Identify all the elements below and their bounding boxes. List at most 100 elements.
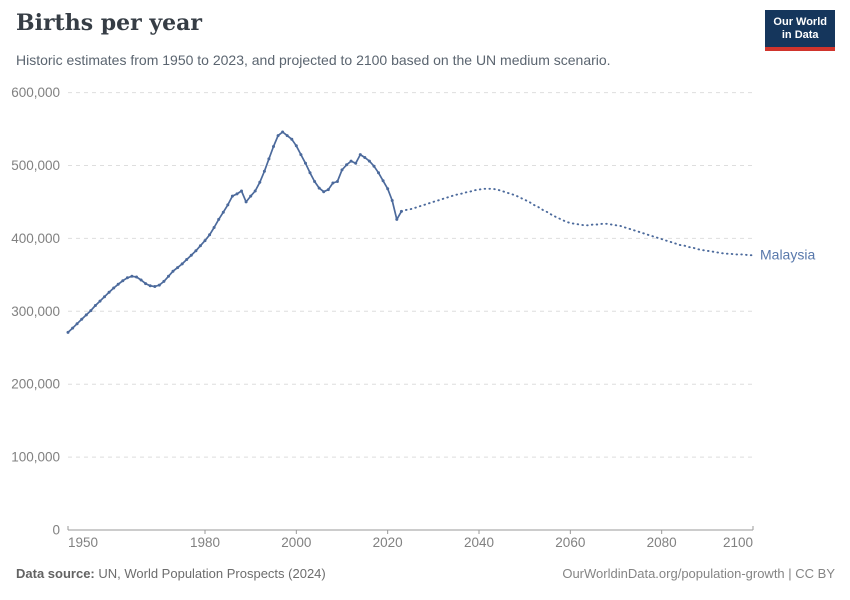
- data-point-marker: [107, 290, 111, 294]
- data-point-marker: [377, 171, 380, 175]
- data-point-marker: [103, 295, 106, 299]
- data-point-marker: [267, 157, 271, 161]
- data-point-marker: [326, 188, 330, 192]
- data-point-marker: [167, 274, 170, 278]
- data-point-marker: [80, 317, 84, 321]
- data-point-marker: [285, 134, 289, 138]
- chart-subtitle: Historic estimates from 1950 to 2023, an…: [16, 52, 611, 68]
- data-point-marker: [226, 203, 230, 207]
- data-point-marker: [98, 299, 102, 303]
- data-point-marker: [144, 282, 148, 286]
- owid-logo[interactable]: Our World in Data: [765, 10, 835, 52]
- data-point-marker: [212, 226, 216, 229]
- y-axis-tick-label: 300,000: [11, 304, 60, 319]
- x-axis-tick-label: 1950: [68, 535, 98, 550]
- data-point-marker: [249, 194, 253, 198]
- data-point-marker: [272, 145, 275, 148]
- data-point-marker: [176, 266, 180, 270]
- data-point-marker: [121, 279, 125, 283]
- data-point-marker: [189, 253, 193, 257]
- data-point-marker: [349, 159, 353, 163]
- x-axis-tick-label: 2100: [723, 535, 753, 550]
- data-point-marker: [331, 181, 335, 185]
- data-point-marker: [308, 171, 312, 175]
- owid-logo-line1: Our World: [773, 16, 827, 28]
- entity-label: Malaysia: [760, 247, 815, 263]
- data-point-marker: [363, 156, 367, 159]
- data-point-marker: [304, 161, 307, 165]
- data-point-marker: [89, 309, 93, 313]
- y-axis-tick-label: 500,000: [11, 158, 60, 173]
- data-point-marker: [221, 210, 225, 214]
- data-point-marker: [139, 278, 143, 282]
- y-axis-tick-label: 100,000: [11, 450, 60, 465]
- data-point-marker: [125, 276, 129, 280]
- data-point-marker: [262, 169, 266, 173]
- data-point-marker: [386, 187, 390, 191]
- data-point-marker: [93, 304, 97, 307]
- y-axis-tick-label: 400,000: [11, 231, 60, 246]
- data-point-marker: [71, 326, 75, 330]
- data-point-marker: [244, 200, 248, 204]
- data-point-marker: [294, 144, 298, 148]
- data-point-marker: [276, 134, 280, 138]
- data-point-marker: [230, 194, 234, 198]
- data-point-marker: [208, 233, 212, 237]
- data-point-marker: [217, 217, 221, 221]
- y-axis-tick-label: 0: [52, 523, 60, 538]
- data-point-marker: [390, 199, 394, 202]
- data-point-marker: [322, 190, 326, 194]
- x-axis-tick-label: 2060: [555, 535, 585, 550]
- data-point-marker: [203, 239, 207, 243]
- data-point-marker: [290, 137, 294, 141]
- data-source-note: Data source: UN, World Population Prospe…: [16, 566, 326, 581]
- data-point-marker: [345, 163, 349, 167]
- projection-line: [400, 187, 754, 257]
- data-point-marker: [235, 192, 239, 196]
- y-axis-tick-label: 200,000: [11, 377, 60, 392]
- data-point-marker: [335, 180, 339, 183]
- data-point-marker: [66, 330, 70, 334]
- attribution-link[interactable]: OurWorldinData.org/population-growth | C…: [562, 566, 835, 581]
- data-point-marker: [185, 258, 189, 261]
- data-point-marker: [381, 179, 385, 183]
- data-point-marker: [198, 244, 202, 248]
- data-point-marker: [358, 153, 362, 157]
- data-point-marker: [157, 283, 161, 287]
- data-point-marker: [112, 286, 116, 290]
- data-point-marker: [367, 159, 371, 163]
- data-point-marker: [299, 153, 303, 157]
- data-point-marker: [135, 275, 138, 279]
- data-point-marker: [354, 161, 358, 165]
- x-axis-tick-label: 2000: [281, 535, 311, 550]
- x-axis-tick-label: 2040: [464, 535, 494, 550]
- chart-footer: Data source: UN, World Population Prospe…: [16, 566, 835, 581]
- data-point-marker: [281, 130, 285, 134]
- page-title: Births per year: [16, 10, 203, 36]
- data-point-marker: [253, 189, 257, 193]
- data-point-marker: [116, 282, 120, 286]
- data-point-marker: [340, 168, 344, 172]
- y-axis-tick-label: 600,000: [11, 85, 60, 100]
- x-axis-tick-label: 2020: [373, 535, 403, 550]
- x-axis-tick-label: 1980: [190, 535, 220, 550]
- data-point-marker: [313, 180, 317, 183]
- data-point-marker: [194, 249, 198, 253]
- data-point-marker: [130, 274, 134, 278]
- data-source-label: Data source:: [16, 566, 95, 581]
- data-point-marker: [162, 279, 166, 283]
- data-point-marker: [153, 285, 157, 288]
- data-point-marker: [395, 217, 399, 221]
- x-axis-tick-label: 2080: [647, 535, 677, 550]
- data-point-marker: [240, 189, 243, 193]
- data-point-marker: [171, 269, 175, 273]
- data-point-marker: [258, 180, 262, 184]
- data-point-marker: [84, 313, 88, 317]
- data-point-marker: [372, 164, 376, 168]
- data-point-marker: [148, 284, 152, 288]
- data-source-text: UN, World Population Prospects (2024): [94, 566, 326, 581]
- data-point-marker: [317, 186, 321, 190]
- data-point-marker: [75, 322, 79, 326]
